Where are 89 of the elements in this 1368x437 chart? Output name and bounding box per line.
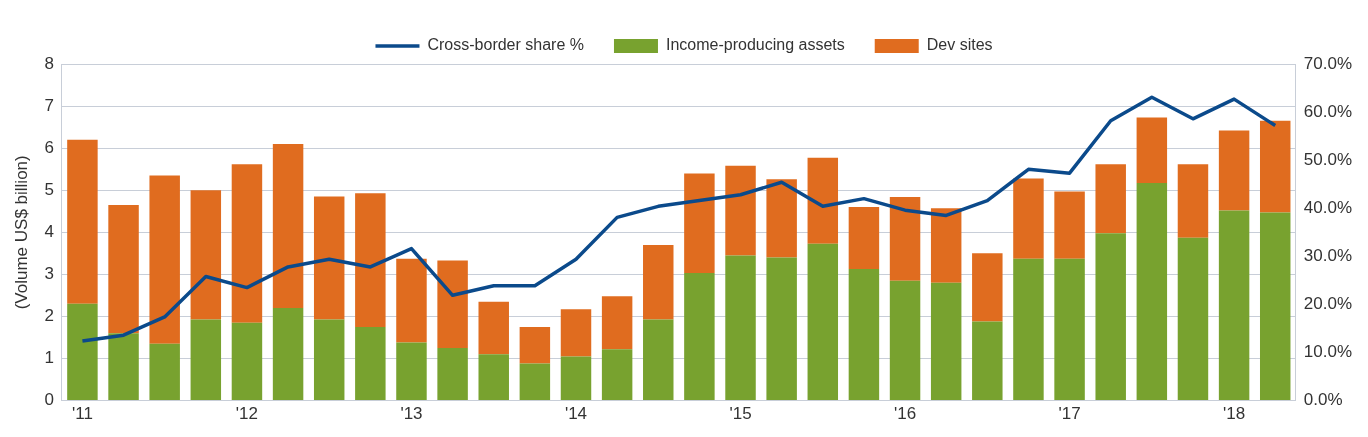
bar	[272, 143, 304, 309]
bar	[231, 164, 263, 323]
y-tick-label: 6	[44, 137, 54, 157]
y-tick-label: 1	[44, 348, 54, 368]
bar	[396, 258, 427, 343]
y2-tick-label: 20.0%	[1303, 294, 1352, 314]
bar	[313, 319, 345, 401]
bar	[725, 255, 756, 401]
bar	[848, 207, 880, 269]
bar	[930, 282, 962, 401]
bar	[807, 243, 839, 401]
y2-tick-label: 40.0%	[1303, 197, 1352, 217]
bar	[1218, 210, 1250, 401]
bar	[972, 253, 1003, 322]
bar	[108, 204, 139, 334]
x-tick-label: '12	[235, 404, 259, 424]
y-tick-label: 5	[44, 179, 54, 199]
bar	[725, 165, 756, 256]
bar	[1136, 183, 1168, 401]
bar	[272, 308, 304, 401]
x-tick-label: '16	[893, 404, 917, 424]
bar	[396, 342, 427, 401]
bar	[766, 179, 797, 258]
x-tick-label: '13	[400, 404, 423, 424]
y2-tick-label: 0.0%	[1303, 390, 1343, 410]
bar	[1218, 130, 1250, 211]
bar	[972, 321, 1003, 401]
bar	[684, 173, 715, 274]
legend-label: Cross-border share %	[427, 36, 584, 54]
bar	[1177, 237, 1209, 401]
bar	[1259, 120, 1291, 213]
bar	[560, 356, 592, 401]
y2-tick-label: 10.0%	[1303, 342, 1352, 362]
bar	[601, 296, 633, 350]
x-tick-label: '14	[564, 404, 588, 424]
x-tick-label: '11	[71, 404, 93, 424]
x-tick-label: '17	[1058, 404, 1081, 424]
bar	[149, 343, 180, 401]
bar	[1054, 258, 1085, 401]
bar	[766, 257, 797, 401]
bar	[1095, 233, 1126, 401]
y-tick-label: 0	[44, 390, 54, 410]
bar	[355, 193, 386, 327]
y-tick-label: 8	[44, 53, 54, 73]
bar	[601, 349, 633, 401]
y-axis-title: (Volume US$ billion)	[11, 155, 31, 310]
bar	[437, 348, 468, 401]
y-tick-label: 2	[44, 306, 54, 326]
bar	[643, 319, 674, 401]
x-tick-label: '18	[1223, 404, 1246, 424]
bar	[1259, 212, 1291, 401]
bar	[1136, 117, 1168, 184]
bar	[519, 363, 551, 401]
y2-tick-label: 50.0%	[1303, 149, 1352, 169]
bar	[190, 190, 222, 320]
x-tick-label: '15	[729, 404, 752, 424]
bar	[478, 354, 509, 401]
bar	[478, 301, 509, 355]
bar	[1054, 191, 1085, 259]
y2-tick-label: 70.0%	[1303, 53, 1352, 73]
bar	[1013, 178, 1044, 259]
bar	[889, 280, 921, 401]
bar	[313, 196, 345, 320]
bar	[67, 303, 98, 401]
bar	[231, 322, 263, 401]
bar	[519, 326, 551, 364]
bar	[560, 309, 592, 357]
legend-label: Dev sites	[926, 36, 993, 54]
bar	[1177, 164, 1209, 238]
bar	[1095, 164, 1126, 234]
y2-tick-label: 60.0%	[1303, 101, 1352, 121]
bar	[437, 260, 468, 349]
bar	[889, 196, 921, 281]
y-tick-label: 3	[44, 264, 54, 284]
bar	[848, 268, 880, 401]
legend-label: Income-producing assets	[665, 36, 845, 54]
y-tick-label: 7	[44, 95, 54, 115]
bar	[149, 175, 180, 344]
bar	[684, 273, 715, 401]
bar	[1013, 258, 1044, 401]
y2-tick-label: 30.0%	[1303, 246, 1352, 266]
bar	[355, 326, 386, 401]
bar	[930, 208, 962, 283]
bar	[108, 333, 139, 401]
y-tick-label: 4	[44, 221, 54, 241]
bar	[190, 319, 222, 401]
bar	[67, 139, 98, 304]
bar	[807, 157, 839, 244]
bar	[643, 244, 674, 320]
